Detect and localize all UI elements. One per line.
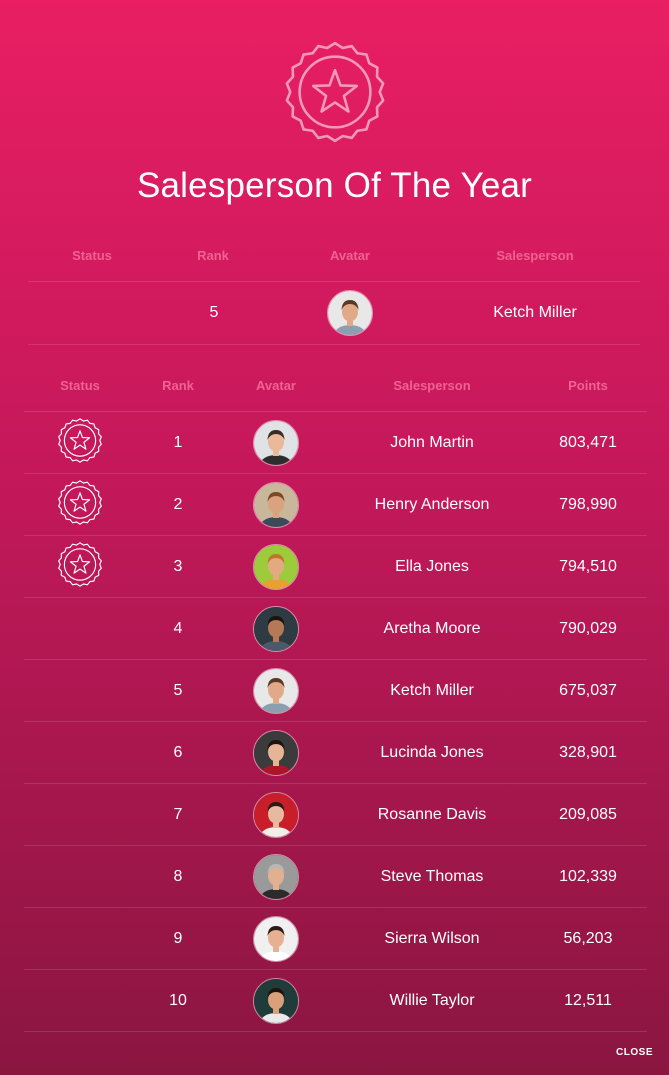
column-header-status: Status bbox=[60, 378, 100, 393]
close-button[interactable]: CLOSE bbox=[616, 1047, 653, 1058]
table-row: 5 Ketch Miller 675,037 bbox=[24, 659, 647, 721]
points-cell: 803,471 bbox=[559, 433, 617, 451]
points-cell: 328,901 bbox=[559, 743, 617, 761]
salesperson-name: Rosanne Davis bbox=[377, 805, 487, 823]
rank-cell: 9 bbox=[173, 929, 183, 947]
avatar bbox=[253, 977, 299, 1024]
column-header-rank: Rank bbox=[162, 378, 194, 393]
avatar bbox=[253, 729, 299, 776]
salesperson-name: Ella Jones bbox=[395, 557, 469, 575]
salesperson-name: Steve Thomas bbox=[380, 867, 484, 885]
avatar bbox=[253, 419, 299, 466]
leaderboard-table: 1 John Martin 803,471 2 Henry Anderson 798… bbox=[24, 411, 647, 1032]
salesperson-name: Lucinda Jones bbox=[380, 743, 484, 761]
rank-cell: 6 bbox=[173, 743, 183, 761]
rank-cell: 2 bbox=[173, 495, 183, 513]
avatar bbox=[253, 791, 299, 838]
avatar bbox=[253, 481, 299, 528]
column-header-salesperson: Salesperson bbox=[496, 248, 574, 263]
table-row: 9 Sierra Wilson 56,203 bbox=[24, 907, 647, 969]
table-row: 8 Steve Thomas 102,339 bbox=[24, 845, 647, 907]
points-cell: 794,510 bbox=[559, 557, 617, 575]
points-cell: 675,037 bbox=[559, 681, 617, 699]
points-cell: 102,339 bbox=[559, 867, 617, 885]
rank-cell: 7 bbox=[173, 805, 183, 823]
rank-cell: 4 bbox=[173, 619, 183, 637]
avatar bbox=[253, 605, 299, 652]
points-cell: 56,203 bbox=[563, 929, 613, 947]
column-header-avatar: Avatar bbox=[256, 378, 296, 393]
table-row: 1 John Martin 803,471 bbox=[24, 411, 647, 473]
salesperson-name: Ketch Miller bbox=[390, 681, 474, 699]
salesperson-name: Henry Anderson bbox=[374, 495, 490, 513]
award-badge-icon bbox=[283, 40, 387, 144]
column-header-salesperson: Salesperson bbox=[393, 378, 471, 393]
column-header-points: Points bbox=[568, 378, 608, 393]
table-row: 7 Rosanne Davis 209,085 bbox=[24, 783, 647, 845]
salesperson-name: John Martin bbox=[390, 433, 474, 451]
points-cell: 798,990 bbox=[559, 495, 617, 513]
page-title: Salesperson Of The Year bbox=[136, 166, 533, 205]
leaderboard-table-header: Status Rank Avatar Salesperson Points bbox=[0, 378, 669, 398]
table-row: 2 Henry Anderson 798,990 bbox=[24, 473, 647, 535]
salesperson-name: Aretha Moore bbox=[383, 619, 481, 637]
avatar bbox=[253, 915, 299, 962]
points-cell: 12,511 bbox=[564, 991, 612, 1009]
avatar bbox=[253, 853, 299, 900]
rank-cell: 3 bbox=[173, 557, 183, 575]
column-header-rank: Rank bbox=[197, 248, 229, 263]
salesperson-name: Ketch Miller bbox=[493, 304, 577, 321]
star-badge-icon bbox=[57, 479, 103, 530]
rank-cell: 5 bbox=[173, 681, 183, 699]
summary-table-header: Status Rank Avatar Salesperson bbox=[0, 248, 669, 268]
table-row: 3 Ella Jones 794,510 bbox=[24, 535, 647, 597]
rank-cell: 5 bbox=[209, 304, 219, 321]
current-user-row: 5 Ketch Miller bbox=[28, 281, 640, 345]
salesperson-name: Willie Taylor bbox=[389, 991, 475, 1009]
column-header-avatar: Avatar bbox=[330, 248, 370, 263]
column-header-status: Status bbox=[72, 248, 112, 263]
points-cell: 209,085 bbox=[559, 805, 617, 823]
avatar bbox=[253, 667, 299, 714]
rank-cell: 10 bbox=[169, 991, 187, 1009]
points-cell: 790,029 bbox=[559, 619, 617, 637]
rank-cell: 1 bbox=[173, 433, 183, 451]
table-row: 10 Willie Taylor 12,511 bbox=[24, 969, 647, 1032]
avatar bbox=[253, 543, 299, 590]
star-badge-icon bbox=[57, 541, 103, 592]
table-row: 4 Aretha Moore 790,029 bbox=[24, 597, 647, 659]
table-row: 6 Lucinda Jones 328,901 bbox=[24, 721, 647, 783]
rank-cell: 8 bbox=[173, 867, 183, 885]
star-badge-icon bbox=[57, 417, 103, 468]
avatar bbox=[327, 290, 373, 336]
salesperson-name: Sierra Wilson bbox=[384, 929, 480, 947]
